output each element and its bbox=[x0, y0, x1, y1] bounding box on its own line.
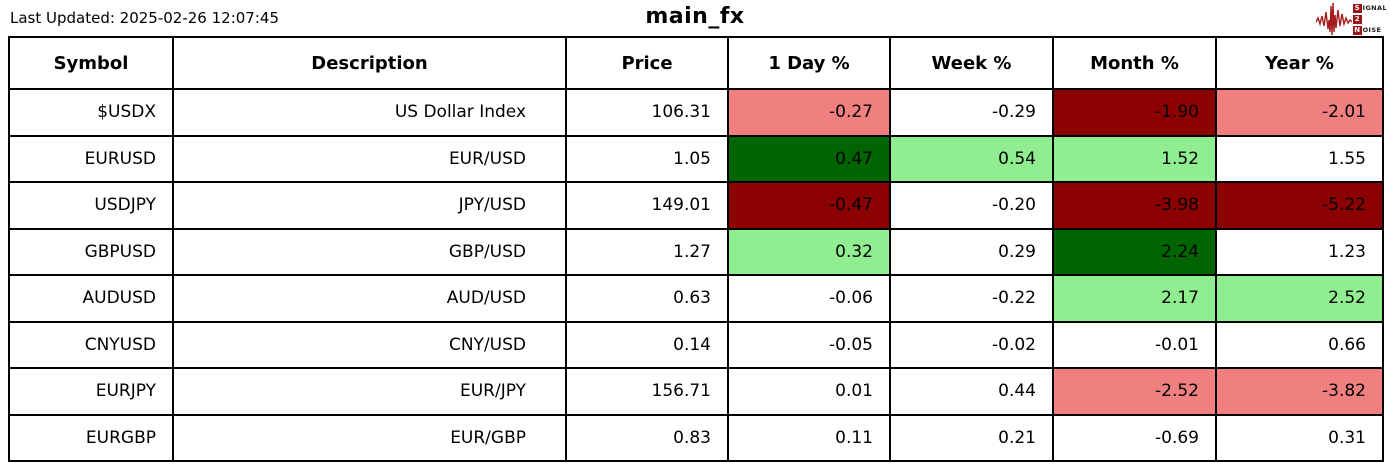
description-cell: AUD/USD bbox=[172, 274, 567, 323]
day-change-cell: 0.32 bbox=[727, 227, 891, 276]
table-row: EURJPY EUR/JPY 156.71 0.01 0.44 -2.52 -3.82 bbox=[8, 367, 1384, 416]
week-change-cell: 0.21 bbox=[889, 413, 1054, 462]
description-cell: EUR/JPY bbox=[172, 367, 567, 416]
symbol-cell: $USDX bbox=[8, 88, 174, 137]
logo-rest-ignal: IGNAL bbox=[1362, 3, 1387, 12]
symbol-cell: CNYUSD bbox=[8, 320, 174, 369]
day-change-cell: -0.06 bbox=[727, 274, 891, 323]
month-change-cell: -0.69 bbox=[1052, 413, 1217, 462]
description-cell: CNY/USD bbox=[172, 320, 567, 369]
week-change-cell: -0.20 bbox=[889, 181, 1054, 230]
month-change-cell: -2.52 bbox=[1052, 367, 1217, 416]
header-row: Symbol Description Price 1 Day % Week % … bbox=[8, 36, 1384, 90]
logo-line-signal: S IGNAL bbox=[1352, 3, 1387, 13]
logo-initial-2: 2 bbox=[1352, 14, 1362, 24]
last-updated-text: Last Updated: 2025-02-26 12:07:45 bbox=[10, 9, 279, 27]
week-change-cell: 0.54 bbox=[889, 134, 1054, 183]
logo-line-noise: N OISE bbox=[1352, 25, 1387, 35]
month-change-cell: 2.24 bbox=[1052, 227, 1217, 276]
price-cell: 1.05 bbox=[565, 134, 729, 183]
price-cell: 1.27 bbox=[565, 227, 729, 276]
column-header-description: Description bbox=[172, 36, 567, 90]
table-row: EURGBP EUR/GBP 0.83 0.11 0.21 -0.69 0.31 bbox=[8, 413, 1384, 462]
price-cell: 149.01 bbox=[565, 181, 729, 230]
price-cell: 0.63 bbox=[565, 274, 729, 323]
logo-initial-n: N bbox=[1352, 25, 1362, 35]
month-change-cell: -0.01 bbox=[1052, 320, 1217, 369]
description-cell: JPY/USD bbox=[172, 181, 567, 230]
column-header-year: Year % bbox=[1215, 36, 1384, 90]
week-change-cell: 0.44 bbox=[889, 367, 1054, 416]
day-change-cell: -0.05 bbox=[727, 320, 891, 369]
page-title: main_fx bbox=[645, 4, 745, 29]
column-header-symbol: Symbol bbox=[8, 36, 174, 90]
column-header-month: Month % bbox=[1052, 36, 1217, 90]
symbol-cell: EURJPY bbox=[8, 367, 174, 416]
symbol-cell: EURGBP bbox=[8, 413, 174, 462]
year-change-cell: 1.55 bbox=[1215, 134, 1384, 183]
price-cell: 156.71 bbox=[565, 367, 729, 416]
symbol-cell: AUDUSD bbox=[8, 274, 174, 323]
year-change-cell: 0.31 bbox=[1215, 413, 1384, 462]
logo-text: S IGNAL 2 N OISE bbox=[1352, 3, 1387, 35]
year-change-cell: 1.23 bbox=[1215, 227, 1384, 276]
week-change-cell: -0.02 bbox=[889, 320, 1054, 369]
description-cell: EUR/GBP bbox=[172, 413, 567, 462]
year-change-cell: -5.22 bbox=[1215, 181, 1384, 230]
description-cell: GBP/USD bbox=[172, 227, 567, 276]
month-change-cell: 2.17 bbox=[1052, 274, 1217, 323]
column-header-price: Price bbox=[565, 36, 729, 90]
day-change-cell: 0.47 bbox=[727, 134, 891, 183]
year-change-cell: -2.01 bbox=[1215, 88, 1384, 137]
month-change-cell: -1.90 bbox=[1052, 88, 1217, 137]
price-cell: 106.31 bbox=[565, 88, 729, 137]
description-cell: EUR/USD bbox=[172, 134, 567, 183]
top-bar: Last Updated: 2025-02-26 12:07:45 main_f… bbox=[0, 0, 1390, 36]
description-cell: US Dollar Index bbox=[172, 88, 567, 137]
year-change-cell: 0.66 bbox=[1215, 320, 1384, 369]
logo-rest-oise: OISE bbox=[1362, 25, 1382, 34]
week-change-cell: -0.22 bbox=[889, 274, 1054, 323]
year-change-cell: 2.52 bbox=[1215, 274, 1384, 323]
symbol-cell: USDJPY bbox=[8, 181, 174, 230]
table-row: CNYUSD CNY/USD 0.14 -0.05 -0.02 -0.01 0.66 bbox=[8, 320, 1384, 369]
column-header-day: 1 Day % bbox=[727, 36, 891, 90]
day-change-cell: 0.11 bbox=[727, 413, 891, 462]
price-cell: 0.83 bbox=[565, 413, 729, 462]
year-change-cell: -3.82 bbox=[1215, 367, 1384, 416]
week-change-cell: 0.29 bbox=[889, 227, 1054, 276]
table-row: $USDX US Dollar Index 106.31 -0.27 -0.29 -1.9… bbox=[8, 88, 1384, 137]
table-row: AUDUSD AUD/USD 0.63 -0.06 -0.22 2.17 2.52 bbox=[8, 274, 1384, 323]
week-change-cell: -0.29 bbox=[889, 88, 1054, 137]
symbol-cell: EURUSD bbox=[8, 134, 174, 183]
logo-line-2: 2 bbox=[1352, 14, 1387, 24]
table-row: GBPUSD GBP/USD 1.27 0.32 0.29 2.24 1.23 bbox=[8, 227, 1384, 276]
fx-table: Symbol Description Price 1 Day % Week % … bbox=[8, 36, 1384, 462]
waveform-icon bbox=[1315, 2, 1352, 36]
month-change-cell: 1.52 bbox=[1052, 134, 1217, 183]
day-change-cell: 0.01 bbox=[727, 367, 891, 416]
column-header-week: Week % bbox=[889, 36, 1054, 90]
table-row: EURUSD EUR/USD 1.05 0.47 0.54 1.52 1.55 bbox=[8, 134, 1384, 183]
month-change-cell: -3.98 bbox=[1052, 181, 1217, 230]
table-row: USDJPY JPY/USD 149.01 -0.47 -0.20 -3.98 -5.22 bbox=[8, 181, 1384, 230]
price-cell: 0.14 bbox=[565, 320, 729, 369]
signal2noise-logo: S IGNAL 2 N OISE bbox=[1315, 2, 1387, 36]
logo-initial-s: S bbox=[1352, 3, 1362, 13]
symbol-cell: GBPUSD bbox=[8, 227, 174, 276]
day-change-cell: -0.47 bbox=[727, 181, 891, 230]
day-change-cell: -0.27 bbox=[727, 88, 891, 137]
